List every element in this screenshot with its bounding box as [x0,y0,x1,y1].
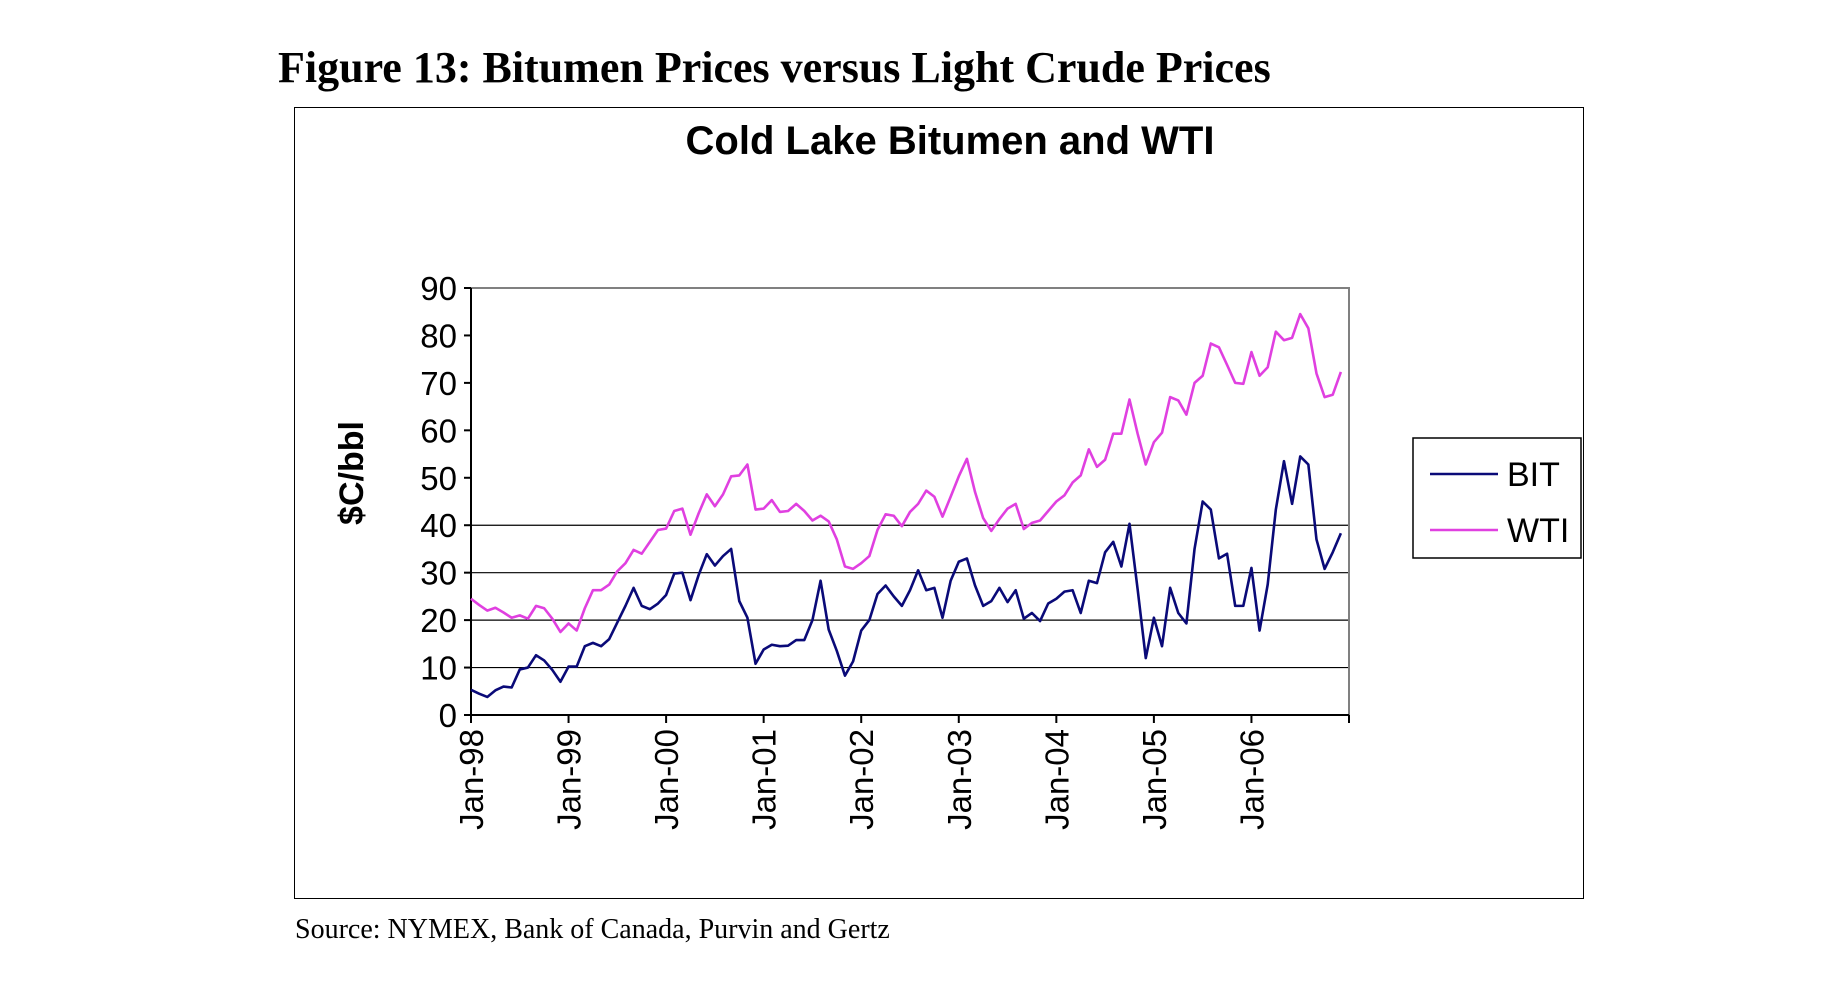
figure-title: Figure 13: Bitumen Prices versus Light C… [278,43,1271,92]
plot-area [470,287,1350,716]
legend: BIT WTI [1412,437,1582,559]
x-tick-label: Jan-00 [648,729,685,830]
x-tick-label: Jan-02 [843,729,880,830]
y-tick-label: 50 [420,460,457,497]
y-tick-label: 40 [420,507,457,544]
series-line-wti [470,312,1343,634]
x-tick-label: Jan-01 [746,729,783,830]
legend-label-bit: BIT [1507,456,1560,494]
legend-label-wti: WTI [1507,512,1569,550]
chart-frame: Cold Lake Bitumen and WTI $C/bbl 0 10 20 30… [294,107,1584,899]
x-tick-label: Jan-05 [1136,729,1173,830]
chart-title: Cold Lake Bitumen and WTI [686,119,1215,163]
y-tick-label: 0 [439,697,457,734]
line-chart: Cold Lake Bitumen and WTI $C/bbl 0 10 20 30… [333,119,1582,830]
y-tick-label: 70 [420,365,457,402]
y-tick-label: 20 [420,602,457,639]
series-group [470,312,1343,699]
y-axis: 0 10 20 30 40 50 60 70 80 90 [420,270,472,734]
series-line-bit [470,455,1343,699]
y-tick-label: 10 [420,650,457,687]
x-axis: Jan-98 Jan-99 Jan-00 Jan-01 Jan-02 Jan-03 Jan-… [453,714,1350,830]
x-tick-label: Jan-06 [1233,729,1270,830]
y-axis-label: $C/bbl [333,421,371,525]
y-tick-label: 80 [420,317,457,354]
x-tick-label: Jan-98 [453,729,490,830]
y-tick-label: 90 [420,270,457,307]
y-tick-label: 60 [420,412,457,449]
y-tick-label: 30 [420,555,457,592]
x-tick-label: Jan-99 [551,729,588,830]
source-note: Source: NYMEX, Bank of Canada, Purvin an… [295,914,890,945]
legend-box [1412,437,1582,559]
x-tick-label: Jan-03 [941,729,978,830]
x-tick-label: Jan-04 [1038,729,1075,830]
